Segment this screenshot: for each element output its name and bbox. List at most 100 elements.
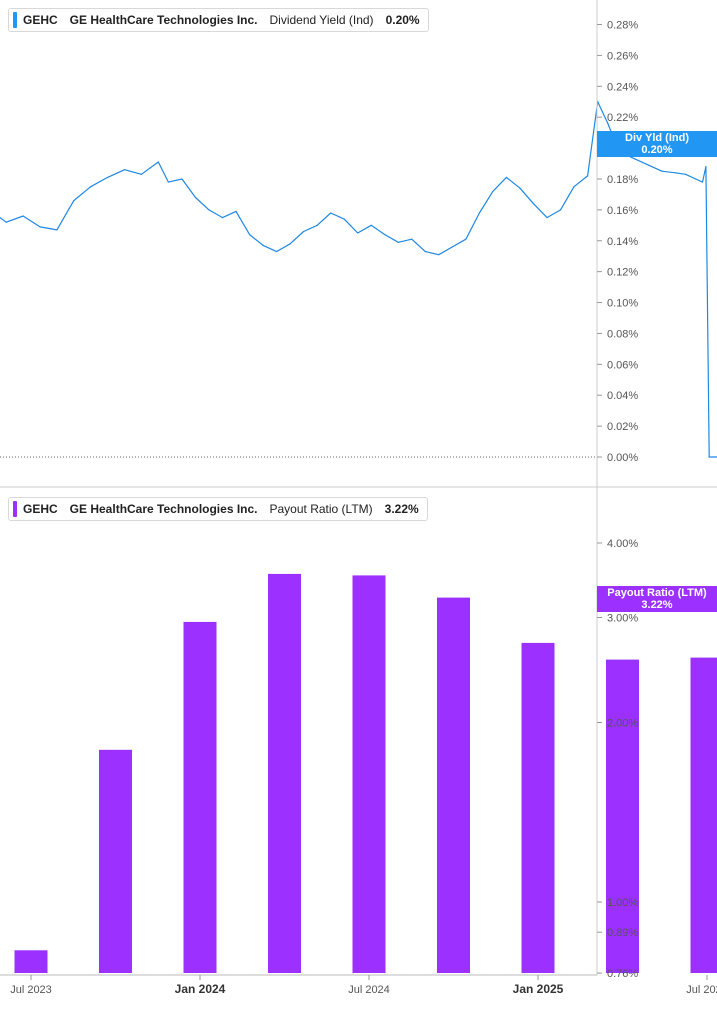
yield-point [705,166,706,167]
top-legend-swatch [13,12,17,28]
top-ytick-label: 0.24% [607,81,638,93]
yield-point [141,174,142,175]
yield-point [344,219,345,220]
top-ytick-label: 0.16% [607,205,638,217]
top-value-flag: Div Yld (Ind) 0.20% [597,131,717,157]
x-tick-label: Jan 2025 [513,982,564,996]
payout-bar [99,750,132,973]
yield-point [634,158,635,159]
payout-bar [353,575,386,973]
yield-point [39,226,40,227]
payout-bar [268,574,301,973]
top-ytick-label: 0.10% [607,298,638,310]
yield-point [371,225,372,226]
yield-point [181,178,182,179]
yield-point [208,209,209,210]
payout-bar [691,658,717,973]
bottom-ytick-label: 0.89% [607,927,638,939]
bottom-ytick-label: 2.00% [607,718,638,730]
yield-point [276,251,277,252]
top-ytick-label: 0.28% [607,20,638,32]
bottom-legend-swatch [13,501,17,517]
yield-point [73,200,74,201]
yield-point [384,234,385,235]
yield-point [317,225,318,226]
yield-point [533,203,534,204]
x-tick-label: Jul 2024 [348,984,390,996]
payout-bar [184,622,217,973]
yield-point [56,229,57,230]
yield-point [438,254,439,255]
yield-point [425,251,426,252]
bottom-ytick-label: 3.00% [607,612,638,624]
yield-point [330,212,331,213]
yield-point [709,456,710,457]
top-flag-value: 0.20% [597,144,717,156]
yield-point [695,178,696,179]
yield-point [411,239,412,240]
payout-bar [522,643,555,973]
top-legend: GEHC GE HealthCare Technologies Inc. Div… [8,8,429,32]
yield-point [158,161,159,162]
top-ytick-label: 0.00% [607,452,638,464]
yield-point [107,177,108,178]
yield-point [519,188,520,189]
top-legend-value: 0.20% [386,13,420,27]
yield-point [479,212,480,213]
bottom-legend-company: GE HealthCare Technologies Inc. [70,502,258,516]
yield-point [675,172,676,173]
yield-point [124,169,125,170]
x-tick-label: Jul 2023 [10,984,52,996]
yield-point [90,186,91,187]
yield-point [23,215,24,216]
bottom-ytick-label: 4.00% [607,538,638,550]
payout-bar [437,598,470,973]
payout-bar [15,950,48,973]
x-tick-label: Jan 2024 [175,982,226,996]
yield-point [648,164,649,165]
yield-point [262,245,263,246]
top-flag-label: Div Yld (Ind) [597,132,717,144]
bottom-ytick-label: 0.76% [607,968,638,980]
yield-point [587,175,588,176]
top-ytick-label: 0.04% [607,390,638,402]
top-ytick-label: 0.22% [607,112,638,124]
top-legend-ticker: GEHC [23,13,58,27]
yield-point [465,239,466,240]
yield-point [6,222,7,223]
yield-point [685,174,686,175]
yield-point [506,177,507,178]
yield-point [235,211,236,212]
bottom-legend-ticker: GEHC [23,502,58,516]
yield-point [492,191,493,192]
yield-point [546,217,547,218]
top-ytick-label: 0.18% [607,174,638,186]
bottom-flag-label: Payout Ratio (LTM) [597,587,717,599]
top-ytick-label: 0.12% [607,267,638,279]
yield-point [398,242,399,243]
bottom-flag-value: 3.22% [597,599,717,611]
bottom-ytick-label: 1.00% [607,897,638,909]
payout-bar [606,660,639,973]
yield-point [357,232,358,233]
yield-point [168,181,169,182]
top-ytick-label: 0.08% [607,328,638,340]
yield-point [195,197,196,198]
yield-point [573,186,574,187]
yield-point [560,209,561,210]
yield-point [452,246,453,247]
yield-point [222,217,223,218]
top-ytick-label: 0.26% [607,50,638,62]
top-ytick-label: 0.06% [607,359,638,371]
top-ytick-label: 0.14% [607,236,638,248]
x-tick-label: Jul 2025 [686,984,717,996]
top-ytick-label: 0.02% [607,421,638,433]
yield-point [290,243,291,244]
top-legend-company: GE HealthCare Technologies Inc. [70,13,258,27]
yield-point [303,231,304,232]
yield-point [249,234,250,235]
yield-point [702,181,703,182]
top-legend-metric: Dividend Yield (Ind) [270,13,374,27]
yield-point [661,171,662,172]
